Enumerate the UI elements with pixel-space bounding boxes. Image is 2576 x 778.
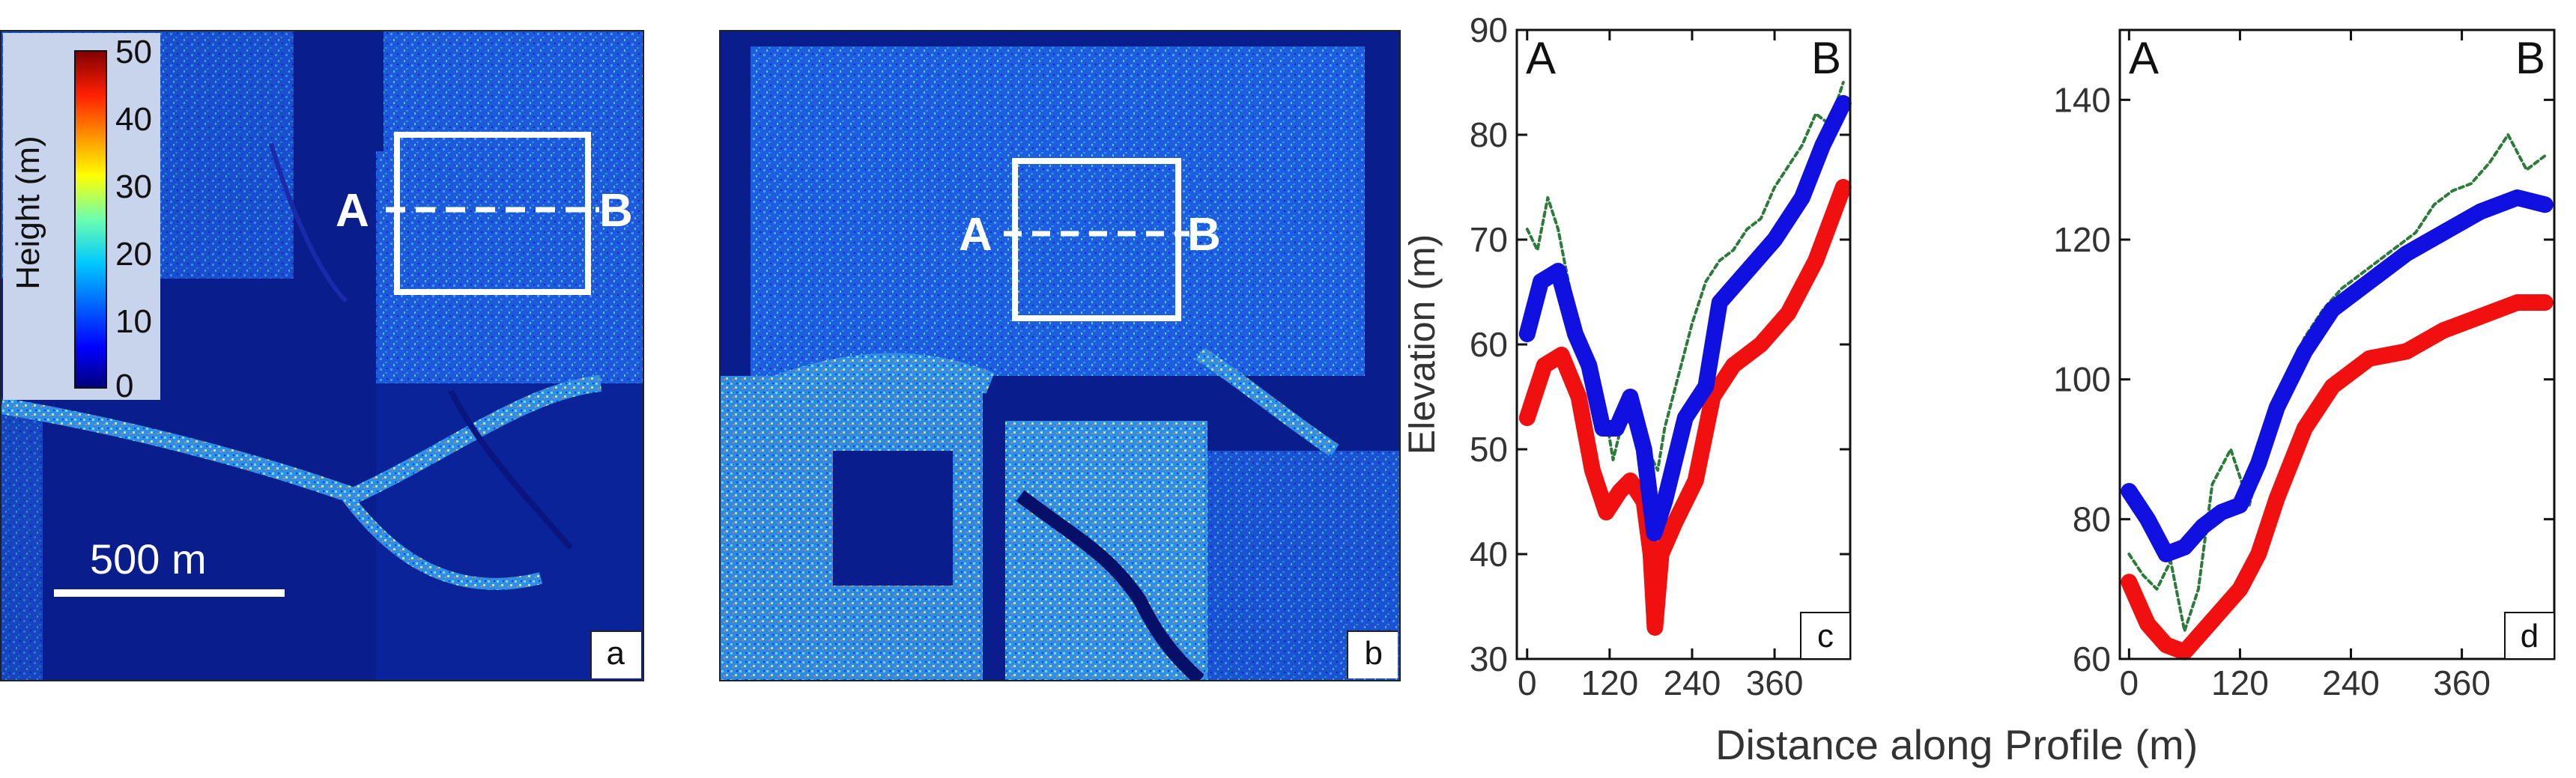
- shared-x-axis-label: Distance along Profile (m): [1715, 721, 2198, 768]
- profile-end-label: B: [599, 185, 633, 237]
- plot-frame: [1515, 28, 1852, 660]
- y-tick-label: 90: [1470, 10, 1508, 49]
- panel-b: A B b: [719, 30, 1401, 681]
- profile-start-label: A: [2129, 33, 2159, 83]
- colorbar-tick-label: 0: [115, 368, 133, 400]
- panel-label-box: [1800, 612, 1851, 660]
- y-tick-label: 40: [1470, 535, 1508, 574]
- colorbar: Height (m) 50 40 30 20 10 0: [10, 34, 152, 400]
- colorbar-label: Height (m): [10, 136, 46, 289]
- y-tick-label: 80: [2073, 499, 2111, 538]
- y-tick-label: 120: [2053, 220, 2111, 259]
- colorbar-tick-label: 10: [115, 303, 152, 340]
- profile-box: [1012, 158, 1181, 321]
- panel-label: b: [1364, 635, 1383, 672]
- y-tick-label: 80: [1470, 115, 1508, 154]
- x-tick-label: 0: [1518, 663, 1537, 702]
- y-tick-label: 100: [2053, 360, 2111, 399]
- profile-start-label: A: [959, 209, 992, 261]
- profile-end-label: B: [1187, 209, 1221, 261]
- profile-start-label: A: [1526, 33, 1556, 83]
- series-line-blue: [1518, 95, 1852, 541]
- profile-charts: 30 40 50 60 70 80 90 0 120 240 360 A B Elevation (m) c…: [1408, 10, 2556, 702]
- y-tick-label: 50: [1470, 430, 1508, 469]
- x-tick-label: 120: [1581, 663, 1638, 702]
- profile-start-label: A: [336, 185, 369, 237]
- x-tick-label: 240: [2322, 663, 2380, 702]
- colorbar-tick-label: 20: [115, 236, 152, 273]
- scalebar-label: 500 m: [90, 535, 207, 583]
- series-line-red: [1518, 179, 1852, 636]
- series-line-blue: [2121, 189, 2554, 562]
- profile-box: [394, 132, 591, 295]
- y-tick-label: 60: [1470, 325, 1508, 364]
- height-map-b: [719, 30, 1401, 681]
- x-tick-label: 120: [2211, 663, 2269, 702]
- profile-end-label: B: [2515, 33, 2545, 83]
- panel-label-box: [2504, 612, 2555, 660]
- panel-label: d: [2521, 618, 2539, 654]
- panel-a: Height (m) 50 40 30 20 10 0 A B 500 m a: [0, 30, 644, 681]
- profile-overlay-a: A B 500 m: [54, 132, 633, 597]
- plot-frame: [2118, 28, 2556, 660]
- series-line-red: [2121, 294, 2554, 660]
- x-tick-label: 360: [1746, 663, 1804, 702]
- y-tick-label: 140: [2053, 80, 2111, 119]
- x-tick-label: 0: [2120, 663, 2139, 702]
- colorbar-gradient: [74, 50, 107, 389]
- panel-label-box: [590, 630, 641, 678]
- colorbar-tick-label: 40: [115, 101, 152, 138]
- panel-label: c: [1817, 618, 1834, 654]
- y-tick-label: 30: [1470, 639, 1508, 678]
- y-axis-label: Elevation (m): [1408, 234, 1443, 455]
- y-tick-label: 60: [2073, 639, 2111, 678]
- profile-overlay-b: A B: [959, 158, 1221, 321]
- colorbar-tick-label: 50: [115, 34, 152, 70]
- colorbar-tick-label: 30: [115, 168, 152, 205]
- y-tick-label: 70: [1470, 220, 1508, 259]
- x-tick-label: 240: [1664, 663, 1721, 702]
- x-tick-label: 360: [2433, 663, 2491, 702]
- profile-end-label: B: [1811, 33, 1841, 83]
- panel-label: a: [606, 635, 625, 672]
- panel-label-box: [1347, 630, 1398, 678]
